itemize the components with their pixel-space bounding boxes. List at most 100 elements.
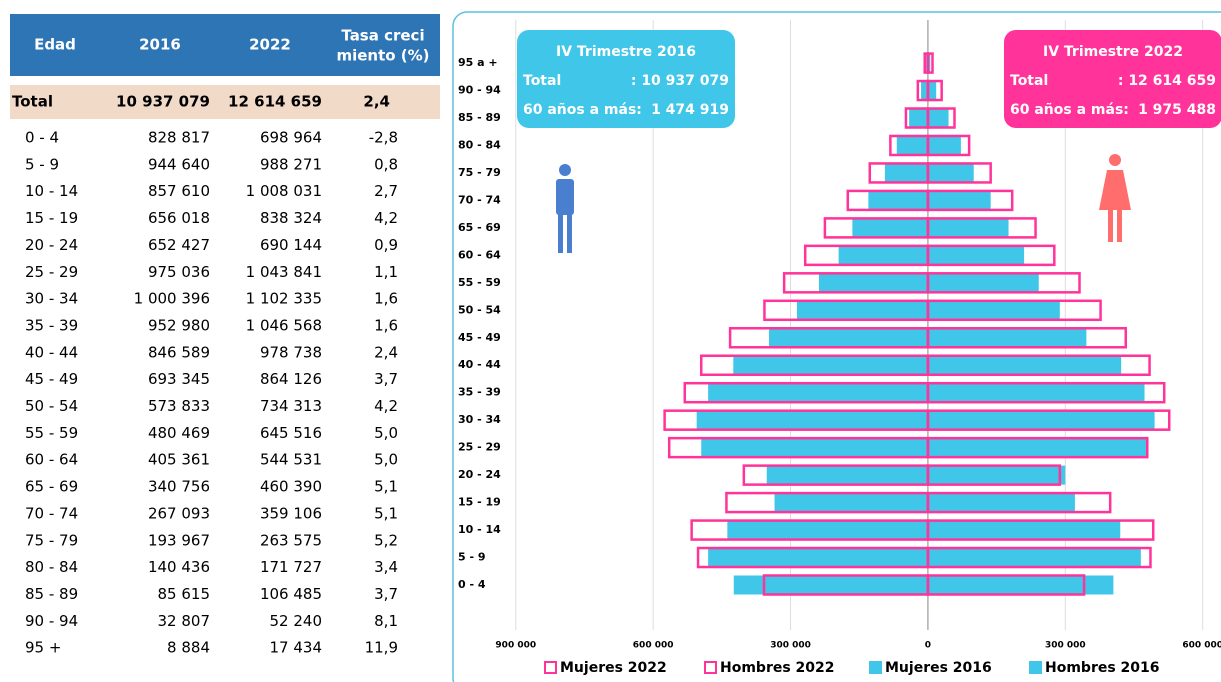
table-cell: 52 240	[270, 612, 323, 630]
info-value: : 12 614 659	[1118, 73, 1216, 89]
legend-label: Mujeres 2016	[885, 660, 992, 676]
category-label: 35 - 39	[458, 386, 501, 399]
table-cell: 1 102 335	[246, 290, 322, 308]
table-cell: 734 313	[260, 397, 322, 415]
total-cell: Total	[12, 93, 53, 111]
table-cell: 15 - 19	[25, 209, 78, 227]
category-label: 50 - 54	[458, 303, 501, 316]
table-cell: -2,8	[369, 129, 398, 147]
total-row-bg	[10, 85, 440, 119]
table-cell: 193 967	[148, 531, 210, 549]
bar	[927, 328, 1087, 348]
table-cell: 171 727	[260, 558, 322, 576]
x-tick-label: 900 000	[495, 641, 536, 651]
table-cell: 544 531	[260, 451, 322, 469]
table-cell: 2,4	[374, 343, 398, 361]
table-cell: 8 884	[167, 639, 210, 657]
bar	[927, 81, 937, 101]
table-cell: 5,0	[374, 451, 398, 469]
table-cell: 85 - 89	[25, 585, 78, 603]
table-cell: 1 000 396	[134, 290, 210, 308]
category-label: 0 - 4	[458, 578, 486, 591]
bar	[927, 438, 1148, 458]
bar	[916, 79, 930, 102]
table-cell: 975 036	[148, 263, 210, 281]
category-label: 45 - 49	[458, 331, 501, 344]
category-label: 95 a +	[458, 56, 498, 69]
category-label: 85 - 89	[458, 111, 501, 124]
table-cell: 17 434	[270, 639, 323, 657]
bar	[700, 354, 930, 376]
table-cell: 5,2	[374, 531, 398, 549]
bar	[769, 328, 928, 348]
table-cell: 460 390	[260, 478, 322, 496]
category-label: 75 - 79	[458, 166, 501, 179]
legend-swatch	[704, 661, 717, 674]
table-cell: 35 - 39	[25, 316, 78, 334]
bar	[927, 575, 1114, 595]
table-cell: 1,6	[374, 316, 398, 334]
table-cell: 32 807	[158, 612, 211, 630]
table-cell: 656 018	[148, 209, 210, 227]
category-label: 70 - 74	[458, 193, 501, 206]
info-label: 60 años a más:	[1010, 102, 1129, 118]
x-tick-label: 300 000	[770, 641, 811, 651]
category-label: 15 - 19	[458, 496, 501, 509]
table-cell: 645 516	[260, 424, 322, 442]
info-title: IV Trimestre 2022	[1043, 44, 1183, 60]
bar	[690, 519, 930, 541]
info-value: 1 975 488	[1138, 102, 1216, 118]
table-cell: 0,9	[374, 236, 398, 254]
bar	[708, 383, 928, 403]
bar	[667, 436, 930, 459]
table-cell: 573 833	[148, 397, 210, 415]
table-cell: 80 - 84	[25, 558, 78, 576]
bar	[774, 493, 928, 513]
table-cell: 140 436	[148, 558, 210, 576]
bar	[696, 410, 928, 430]
category-label: 5 - 9	[458, 551, 486, 564]
bar	[889, 134, 930, 157]
table-cell: 90 - 94	[25, 612, 78, 630]
bar	[923, 52, 930, 74]
table-cell: 10 - 14	[25, 182, 78, 200]
info-title: IV Trimestre 2016	[556, 44, 696, 60]
table-cell: 340 756	[148, 478, 210, 496]
category-label: 40 - 44	[458, 358, 501, 371]
bar	[927, 548, 1141, 568]
male-icon	[556, 164, 574, 253]
bar	[927, 355, 1122, 375]
x-tick-label: 300 000	[1045, 641, 1086, 651]
category-label: 30 - 34	[458, 413, 501, 426]
legend-swatch	[869, 661, 882, 674]
table-cell: 0,8	[374, 155, 398, 173]
total-cell: 10 937 079	[116, 93, 210, 111]
table-cell: 75 - 79	[25, 531, 78, 549]
bar	[683, 381, 930, 404]
table-cell: 5,0	[374, 424, 398, 442]
bar	[762, 574, 930, 596]
header-cell: miento (%)	[336, 47, 429, 65]
table-header-bg	[10, 14, 440, 76]
bar	[742, 464, 930, 486]
table-cell: 95 +	[25, 639, 61, 657]
bar	[921, 81, 928, 101]
table-cell: 1 008 031	[246, 182, 322, 200]
table-cell: 864 126	[260, 370, 322, 388]
table-cell: 30 - 34	[25, 290, 78, 308]
table-cell: 3,7	[374, 370, 398, 388]
table-cell: 106 485	[260, 585, 322, 603]
bar	[927, 163, 974, 183]
table-cell: 8,1	[374, 612, 398, 630]
table-cell: 5,1	[374, 504, 398, 522]
table-cell: 85 615	[158, 585, 211, 603]
bar	[728, 327, 930, 349]
header-cell: Tasa creci	[341, 27, 424, 45]
bar	[725, 491, 930, 514]
header-cell: 2016	[139, 36, 181, 54]
table-cell: 5,1	[374, 478, 398, 496]
bar	[868, 190, 928, 210]
table-cell: 0 - 4	[25, 129, 59, 147]
category-label: 25 - 29	[458, 441, 501, 454]
bar	[766, 465, 928, 485]
